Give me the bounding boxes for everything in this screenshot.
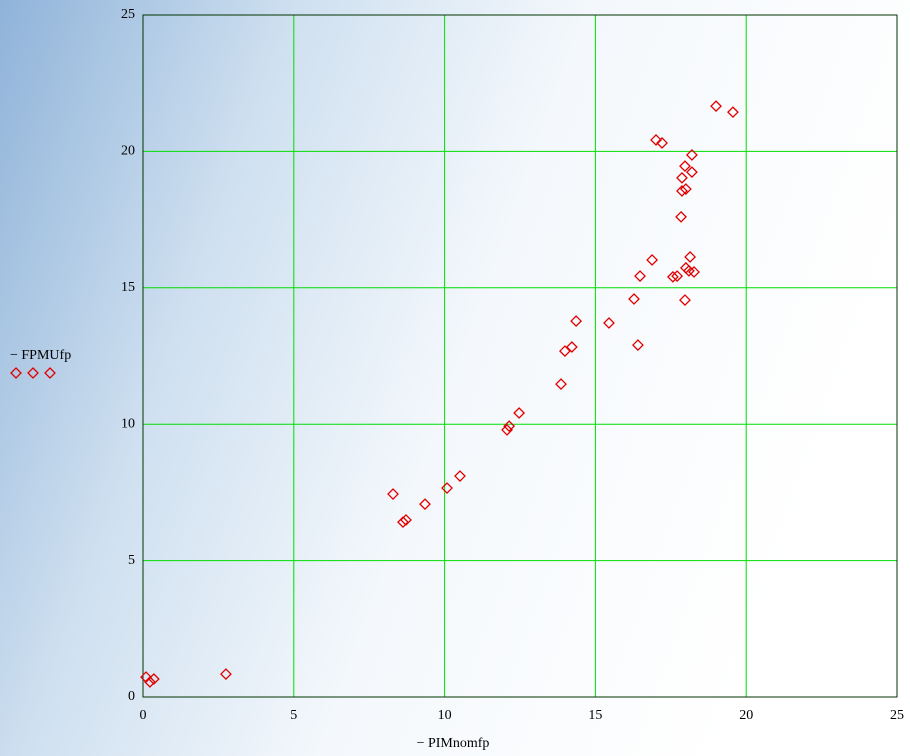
point — [679, 160, 691, 173]
point — [400, 514, 412, 526]
point — [685, 149, 698, 161]
y-tick-label: 20 — [121, 144, 135, 159]
point — [147, 673, 160, 685]
point — [140, 671, 152, 684]
point — [419, 498, 431, 511]
point — [679, 183, 692, 195]
point — [710, 100, 722, 113]
point — [559, 345, 571, 358]
x-tick-label: 5 — [290, 708, 297, 723]
y-tick-label: 25 — [121, 7, 135, 22]
point — [628, 293, 640, 305]
x-tick-label: 10 — [438, 708, 452, 723]
point — [685, 166, 698, 179]
point — [671, 270, 684, 282]
point — [676, 171, 688, 184]
point — [646, 254, 659, 266]
point — [684, 251, 697, 263]
x-tick-label: 20 — [739, 708, 753, 723]
point — [387, 488, 399, 500]
point — [666, 270, 679, 283]
x-tick-label: 0 — [140, 708, 147, 723]
point — [650, 134, 662, 146]
point — [454, 470, 466, 482]
x-axis-label: − PIMnomfp — [417, 736, 490, 751]
x-tick-label: 15 — [588, 708, 602, 723]
y-tick-label: 15 — [121, 280, 135, 295]
point — [676, 185, 688, 197]
y-tick-label: 10 — [121, 416, 135, 431]
legend-symbol — [10, 367, 56, 379]
point — [501, 424, 513, 436]
point — [603, 317, 615, 329]
point — [565, 341, 578, 353]
point — [634, 270, 646, 282]
point — [656, 137, 668, 149]
point — [570, 315, 583, 328]
y-tick-label: 0 — [128, 689, 135, 704]
point — [220, 668, 232, 681]
point — [727, 106, 739, 119]
point — [675, 210, 687, 223]
x-tick-label: 25 — [890, 708, 904, 723]
y-tick-label: 5 — [128, 553, 135, 568]
point — [144, 676, 156, 688]
point — [555, 378, 567, 391]
point — [397, 516, 409, 529]
point — [688, 266, 700, 278]
point — [503, 420, 516, 433]
plot-frame — [142, 14, 898, 698]
y-axis-label: − FPMUfp — [10, 348, 71, 363]
point — [441, 482, 453, 494]
point — [679, 294, 691, 306]
point — [632, 339, 644, 352]
point — [513, 407, 526, 419]
